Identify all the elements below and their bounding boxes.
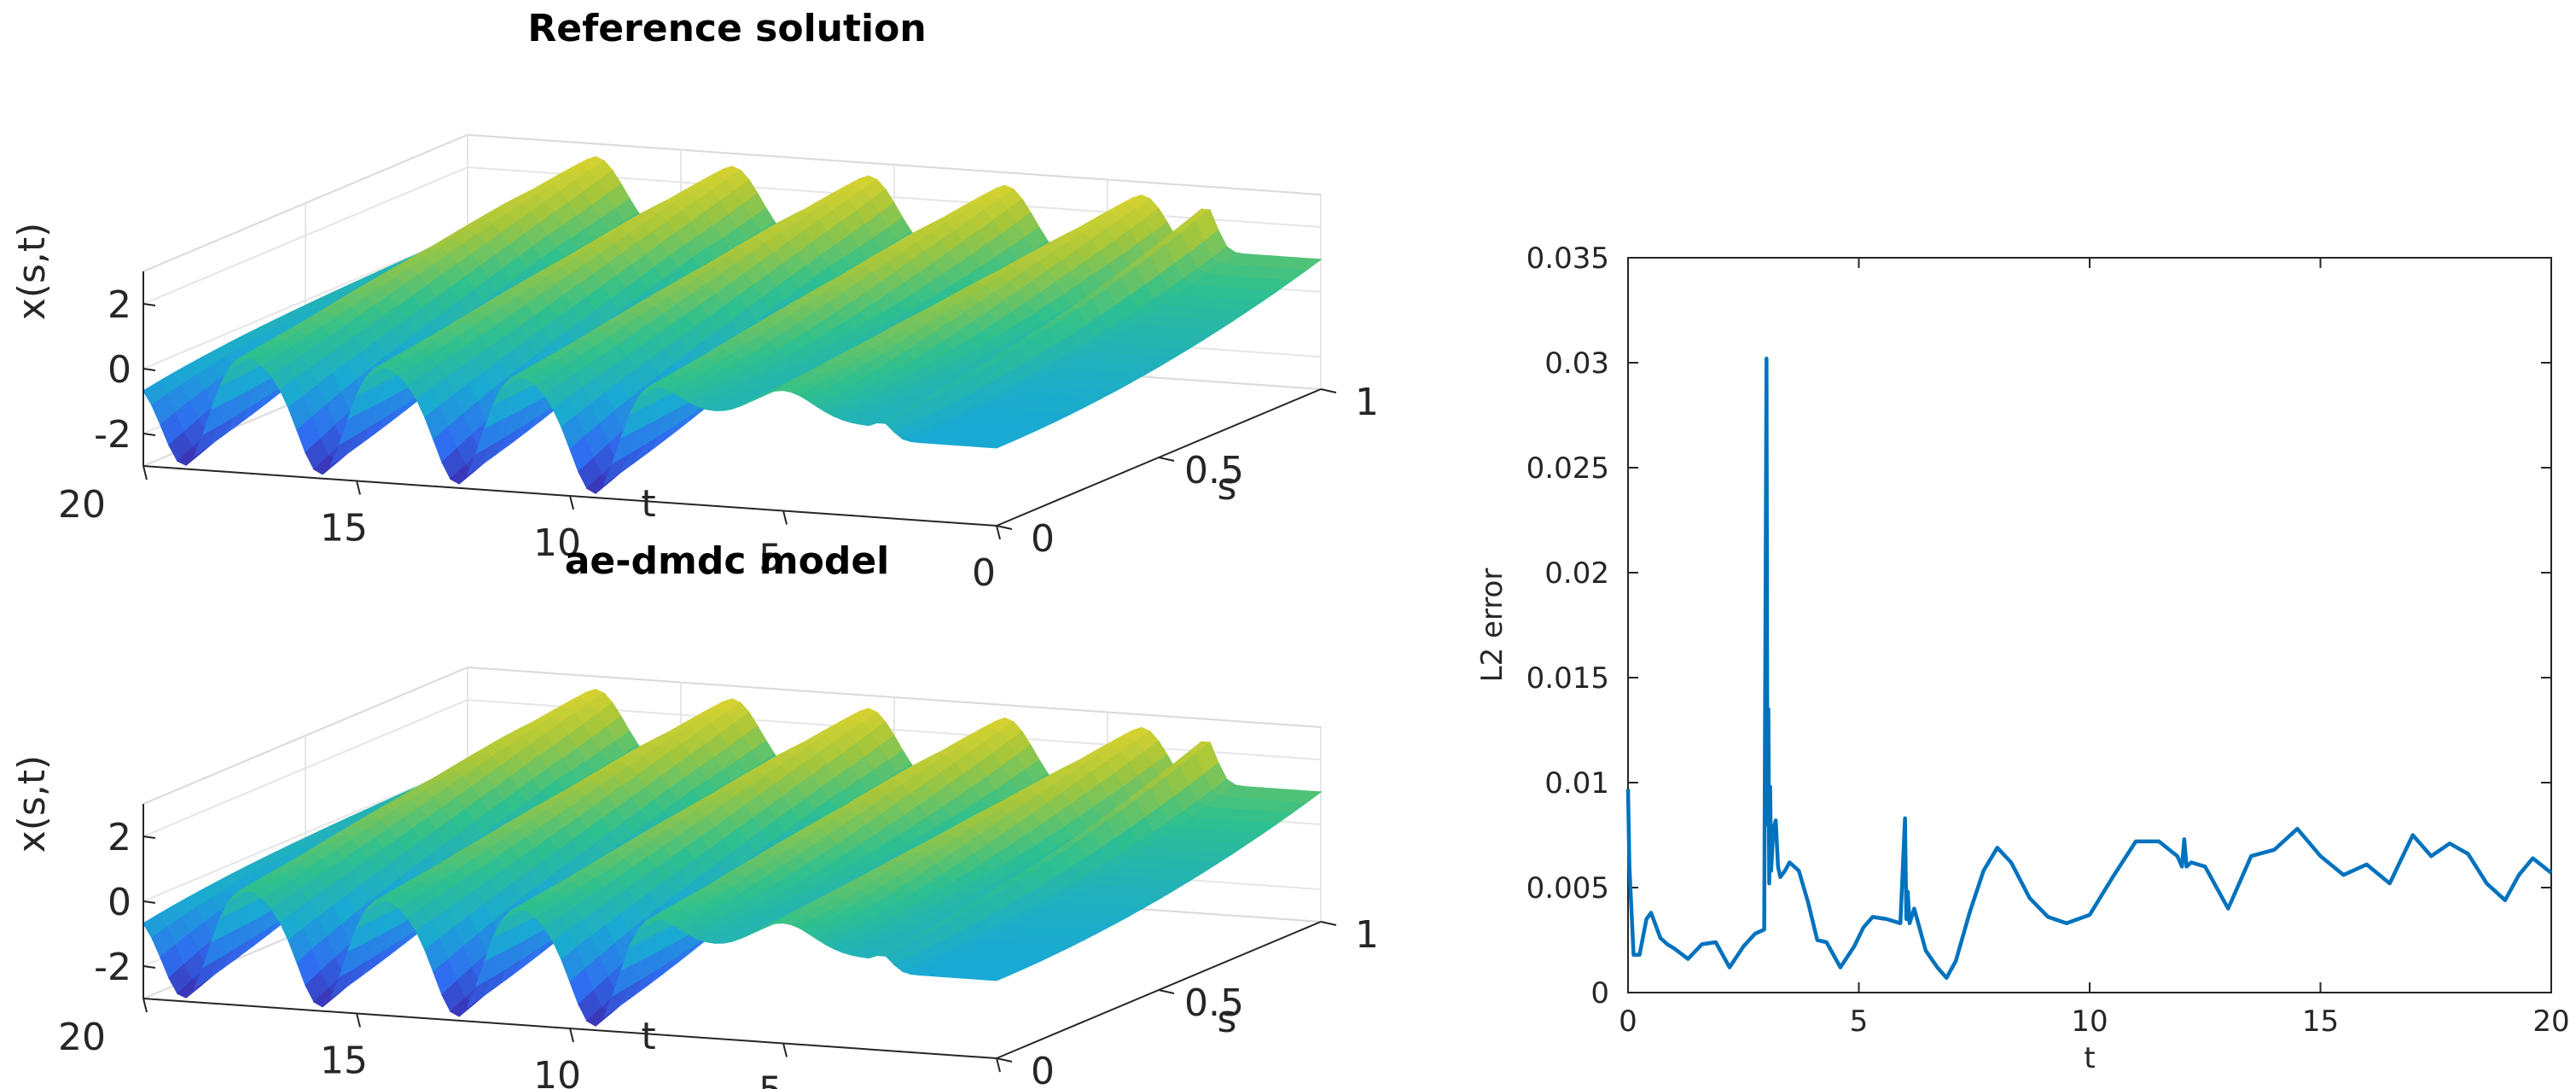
t-tick	[569, 1028, 574, 1043]
t-tick-label: 10	[533, 1054, 581, 1089]
t-tick-label: 0	[972, 1084, 996, 1089]
z-axis-label: x(s,t)	[10, 223, 54, 321]
z-tick-label: -2	[94, 413, 131, 457]
y-tick-label: 0.015	[1526, 661, 1609, 696]
t-tick	[569, 495, 574, 510]
t-tick-label: 5	[759, 537, 782, 580]
t-tick-label: 20	[58, 483, 106, 527]
s-tick-label: 0	[1031, 517, 1055, 561]
x-tick-label: 10	[2071, 1005, 2108, 1039]
t-tick-label: 15	[320, 507, 368, 550]
t-tick	[142, 465, 148, 480]
t-tick-label: 20	[58, 1016, 106, 1059]
t-tick-label: 0	[972, 551, 996, 595]
s-axis-label: s	[1218, 465, 1237, 509]
z-tick-label: 0	[108, 348, 131, 392]
t-tick-label: 10	[533, 521, 581, 565]
t-tick	[782, 510, 788, 525]
y-tick-label: 0.035	[1526, 242, 1609, 276]
s-axis-label: s	[1218, 998, 1237, 1041]
t-tick	[356, 480, 361, 495]
z-axis-label: x(s,t)	[10, 755, 54, 853]
x-tick-label: 15	[2302, 1005, 2339, 1039]
s-tick	[996, 525, 1013, 530]
s-tick	[996, 1057, 1013, 1063]
x-tick-label: 5	[1850, 1005, 1869, 1039]
surface-mesh	[142, 156, 1323, 494]
s-tick-label: 1	[1355, 381, 1379, 424]
s-tick	[1320, 921, 1337, 926]
x-axis-label: t	[2084, 1041, 2095, 1075]
y-tick-label: 0.005	[1526, 871, 1609, 906]
y-tick-label: 0	[1590, 976, 1609, 1010]
s-tick	[1320, 388, 1337, 393]
s-tick-label: 1	[1355, 913, 1379, 957]
z-tick-label: -2	[94, 946, 131, 989]
t-tick	[356, 1013, 361, 1028]
z-tick-label: 0	[108, 881, 131, 924]
t-tick	[996, 1057, 1001, 1073]
z-tick-label: 2	[108, 283, 131, 327]
t-tick-label: 5	[759, 1069, 782, 1089]
t-tick	[142, 998, 148, 1013]
x-tick-label: 0	[1619, 1005, 1637, 1039]
t-tick	[782, 1043, 788, 1057]
t-tick-label: 15	[320, 1040, 368, 1083]
x-tick-label: 20	[2532, 1005, 2569, 1039]
t-tick	[996, 525, 1001, 540]
error-line-plot: 0 5 10 15 20 0 0.005 0.01 0.015 0.02 0.025 0.03 0.03…	[1475, 242, 2570, 1075]
y-tick-label: 0.03	[1544, 346, 1609, 381]
s-tick	[1158, 989, 1175, 994]
s-tick-label: 0	[1031, 1050, 1055, 1089]
y-tick-label: 0.02	[1544, 556, 1609, 591]
s-tick	[1158, 457, 1175, 462]
y-axis-label: L2 error	[1475, 568, 1509, 683]
surface-patch	[987, 440, 1012, 449]
y-tick-label: 0.025	[1526, 451, 1609, 486]
t-axis-label: t	[641, 482, 655, 526]
chart-title: Reference solution	[527, 7, 926, 50]
chart-title: ae-dmdc model	[565, 539, 890, 583]
t-axis-label: t	[641, 1015, 655, 1058]
z-tick-label: 2	[108, 816, 131, 859]
y-tick-label: 0.01	[1544, 766, 1609, 801]
